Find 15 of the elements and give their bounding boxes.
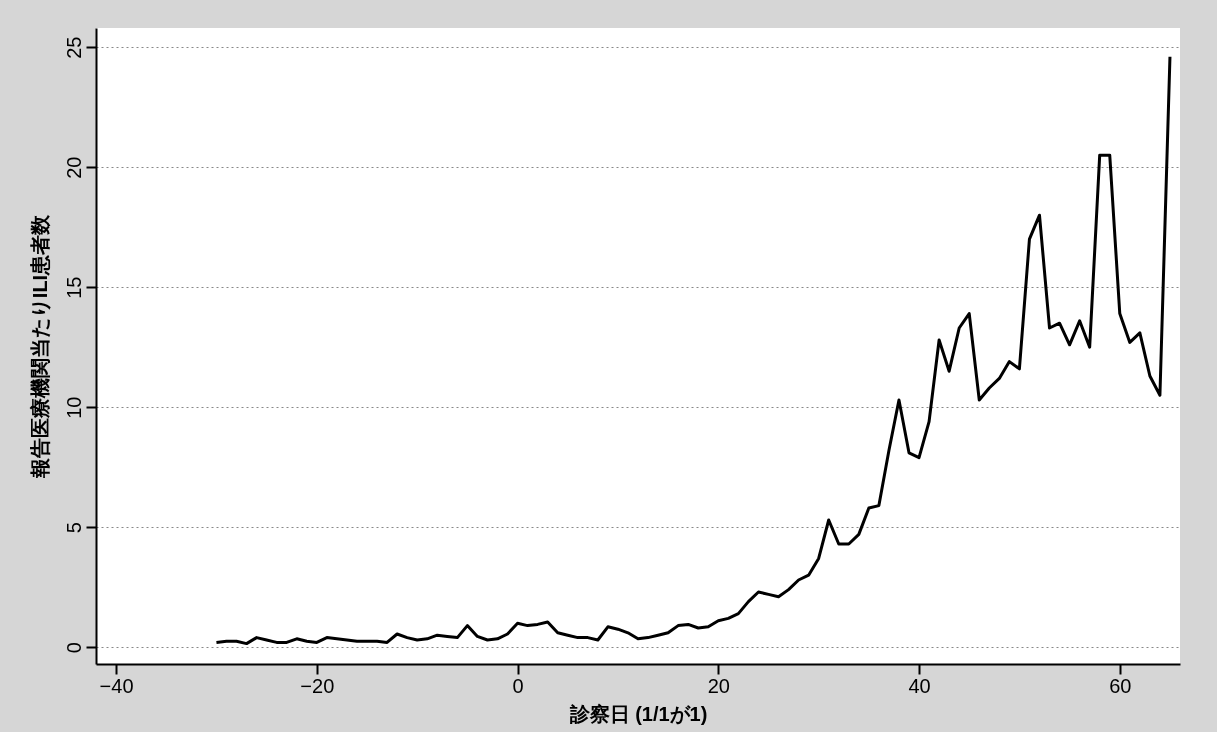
y-tick-label: 0 — [62, 642, 85, 654]
x-tick-label: 60 — [1109, 674, 1132, 697]
y-tick-label: 25 — [62, 36, 85, 59]
y-tick-label: 5 — [62, 522, 85, 534]
x-tick-label: −40 — [99, 674, 134, 697]
x-tick-label: −20 — [300, 674, 335, 697]
y-tick-label: 20 — [62, 156, 85, 179]
x-tick-label: 40 — [908, 674, 931, 697]
y-tick-label: 15 — [62, 276, 85, 299]
line-series — [214, 55, 1172, 646]
x-axis-title: 診察日 (1/1が1) — [568, 702, 708, 725]
x-tick-label: 0 — [512, 674, 524, 697]
x-tick-label: 20 — [707, 674, 730, 697]
y-axis-title: 報告医療機関当たりILI患者数 — [28, 213, 51, 480]
y-tick-label: 10 — [62, 396, 85, 419]
